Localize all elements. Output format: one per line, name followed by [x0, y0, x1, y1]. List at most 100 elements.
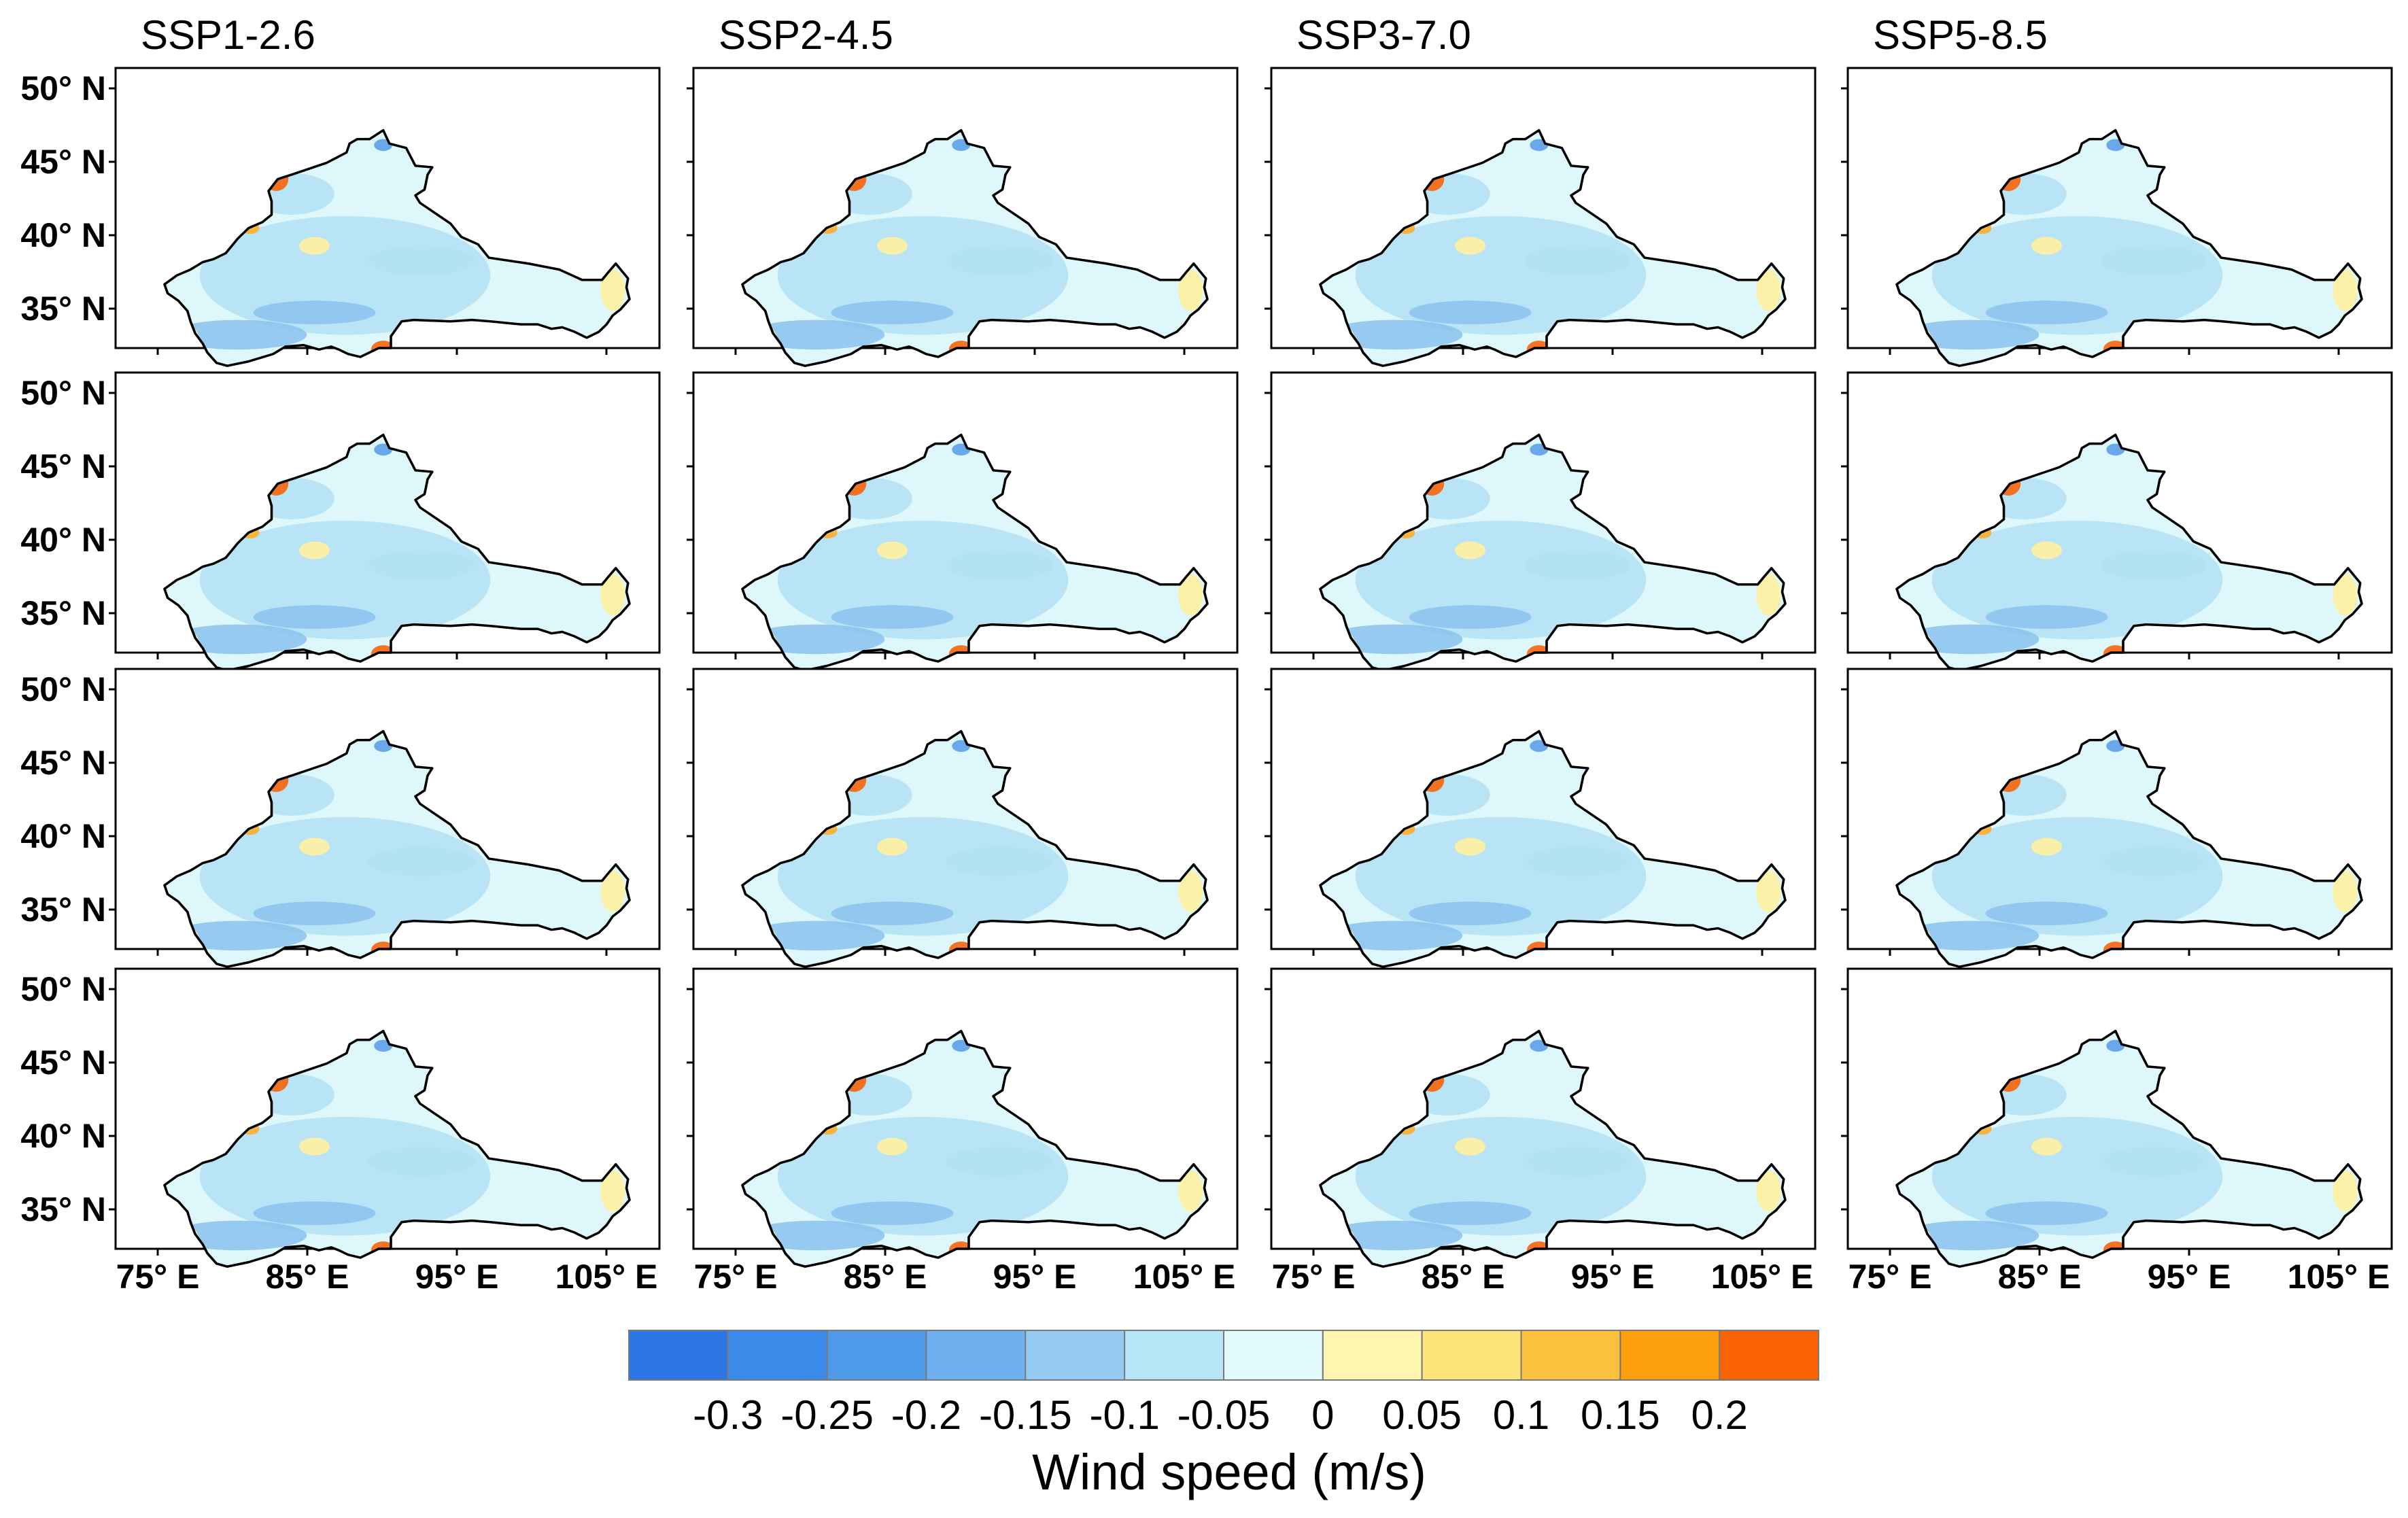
anomaly-patch — [2333, 269, 2358, 311]
region-outline — [1319, 128, 1787, 367]
anomaly-patch — [1756, 1170, 1781, 1212]
colorbar-label: -0.2 — [891, 1392, 961, 1438]
region-outline — [1319, 729, 1787, 968]
anomaly-patch — [1455, 1137, 1485, 1156]
anomaly-patch — [746, 624, 885, 655]
colorbar-cell — [925, 1330, 1027, 1381]
anomaly-patch — [1324, 1220, 1463, 1251]
region-map — [163, 729, 631, 968]
region-map — [1319, 128, 1787, 367]
region-outline — [1895, 128, 2363, 367]
anomaly-patch — [2100, 245, 2207, 276]
anomaly-patch — [368, 550, 475, 581]
region-map — [163, 433, 631, 672]
anomaly-patch — [746, 1220, 885, 1251]
anomaly-patch — [1178, 1170, 1203, 1212]
anomaly-patch — [1409, 1201, 1532, 1226]
anomaly-patch — [368, 1146, 475, 1177]
anomaly-patch — [1901, 1220, 2040, 1251]
anomaly-patch — [831, 1201, 954, 1226]
anomaly-patch — [1524, 550, 1631, 581]
colorbar-label: -0.05 — [1177, 1392, 1271, 1438]
map-panel — [1265, 67, 1817, 367]
lat-label: 35° N — [20, 290, 106, 328]
anomaly-patch — [2031, 237, 2062, 255]
lat-label: 45° N — [20, 143, 106, 181]
colorbar-title: Wind speed (m/s) — [1032, 1444, 1426, 1500]
lon-label: 75° E — [116, 1258, 200, 1296]
anomaly-patch — [1324, 624, 1463, 655]
region-map — [163, 1029, 631, 1268]
anomaly-patch — [1985, 300, 2108, 325]
anomaly-patch — [877, 541, 908, 559]
anomaly-patch — [1178, 870, 1203, 912]
anomaly-patch — [1985, 1201, 2108, 1226]
anomaly-patch — [1409, 300, 1532, 325]
lon-label: 105° E — [1133, 1258, 1236, 1296]
anomaly-patch — [1524, 846, 1631, 877]
region-outline — [741, 1029, 1209, 1268]
anomaly-patch — [746, 920, 885, 951]
map-panel — [1841, 67, 2393, 367]
anomaly-patch — [1455, 541, 1485, 559]
anomaly-patch — [831, 901, 954, 926]
anomaly-patch — [1455, 838, 1485, 856]
region-outline — [1895, 433, 2363, 672]
anomaly-patch — [877, 237, 908, 255]
map-panel — [687, 371, 1239, 672]
anomaly-patch — [2031, 1137, 2062, 1156]
map-panel: 75° E 85° E 95° E 105° E — [1265, 967, 1817, 1296]
anomaly-patch — [1324, 920, 1463, 951]
anomaly-patch — [2100, 1146, 2207, 1177]
lon-label: 95° E — [2148, 1258, 2231, 1296]
anomaly-patch — [169, 920, 307, 951]
lon-label: 85° E — [1998, 1258, 2082, 1296]
anomaly-patch — [1524, 245, 1631, 276]
colorbar-cell — [628, 1330, 729, 1381]
colorbar-cell — [727, 1330, 828, 1381]
colorbar-label: 0.2 — [1691, 1392, 1747, 1438]
scenario-title: SSP5-8.5 — [1873, 12, 2048, 58]
colorbar-label: 0.05 — [1382, 1392, 1462, 1438]
anomaly-patch — [946, 846, 1053, 877]
anomaly-patch — [1324, 320, 1463, 350]
anomaly-patch — [877, 1137, 908, 1156]
anomaly-patch — [1901, 624, 2040, 655]
anomaly-patch — [1901, 320, 2040, 350]
anomaly-patch — [253, 300, 376, 325]
anomaly-patch — [2100, 550, 2207, 581]
anomaly-patch — [1756, 870, 1781, 912]
anomaly-patch — [169, 320, 307, 350]
colorbar: -0.3 -0.25 -0.2 -0.15 -0.1 -0.05 0 0.05 0.1 0.15 0… — [628, 1330, 1820, 1500]
scenario-title: SSP1-2.6 — [141, 12, 315, 58]
map-panel — [1841, 668, 2393, 968]
anomaly-patch — [368, 846, 475, 877]
anomaly-patch — [1756, 269, 1781, 311]
lat-label: 40° N — [20, 216, 106, 254]
anomaly-patch — [299, 237, 330, 255]
lon-label: 75° E — [1272, 1258, 1356, 1296]
anomaly-patch — [1178, 574, 1203, 616]
lon-label: 75° E — [694, 1258, 778, 1296]
anomaly-patch — [253, 605, 376, 629]
colorbar-cell — [1719, 1330, 1820, 1381]
lat-label: 35° N — [20, 594, 106, 632]
lon-label: 95° E — [1571, 1258, 1655, 1296]
anomaly-patch — [946, 550, 1053, 581]
anomaly-patch — [2333, 870, 2358, 912]
anomaly-patch — [746, 320, 885, 350]
anomaly-patch — [600, 870, 625, 912]
anomaly-patch — [2031, 541, 2062, 559]
lat-label: 50° N — [20, 69, 106, 107]
anomaly-patch — [1455, 237, 1485, 255]
anomaly-patch — [1756, 574, 1781, 616]
lon-label: 85° E — [844, 1258, 927, 1296]
region-outline — [741, 433, 1209, 672]
colorbar-cell — [1124, 1330, 1224, 1381]
anomaly-patch — [831, 605, 954, 629]
map-panel — [1265, 668, 1817, 968]
map-panel — [687, 67, 1239, 367]
lon-label: 105° E — [2288, 1258, 2390, 1296]
colorbar-cell — [1520, 1330, 1621, 1381]
anomaly-patch — [1178, 269, 1203, 311]
